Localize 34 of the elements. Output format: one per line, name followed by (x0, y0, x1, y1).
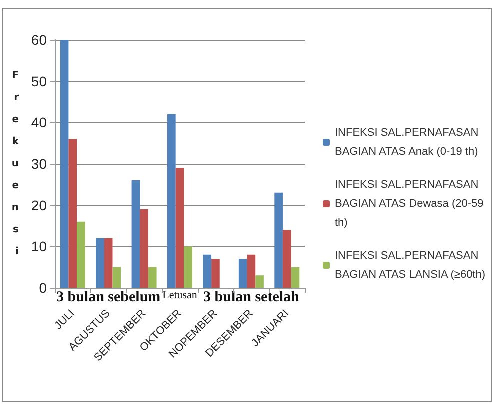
bar (168, 114, 176, 288)
text: 3 bulan setelah (204, 290, 300, 306)
bar (176, 168, 184, 288)
legend-label: INFEKSI SAL.PERNAFASAN BAGIAN ATAS LANSIA (≥60th) (335, 250, 486, 281)
y-tick-label: 50 (31, 73, 48, 90)
bar (68, 139, 78, 288)
text: 3 bulan sebelum (56, 290, 162, 306)
bar (256, 276, 264, 288)
text: Letusan (162, 290, 198, 302)
bar (112, 267, 122, 288)
text: Frekuensi (12, 70, 19, 258)
y-tick-label: 60 (31, 32, 48, 48)
bar (140, 209, 148, 288)
legend-label: INFEKSI SAL.PERNAFASAN BAGIAN ATAS Anak (0-19 th) (335, 127, 482, 158)
bar (132, 180, 140, 288)
bar (238, 259, 248, 288)
bar (184, 246, 192, 288)
bar (291, 267, 300, 288)
bar (96, 238, 104, 288)
bar (274, 192, 283, 288)
bar (212, 259, 220, 288)
bar (247, 254, 256, 288)
legend-label: INFEKSI SAL.PERNAFASAN BAGIAN ATAS Dewasa (20-59 th) (335, 179, 487, 229)
bar (77, 222, 86, 288)
y-tick-label: 0 (39, 280, 48, 296)
bar (203, 254, 212, 288)
y-tick-label: 40 (31, 114, 48, 131)
y-tick-label: 10 (31, 238, 48, 255)
y-tick-label: 20 (31, 197, 48, 214)
bar (148, 267, 157, 288)
bar (282, 230, 292, 288)
bar (60, 40, 69, 288)
y-tick-label: 30 (31, 156, 48, 172)
bar (104, 238, 113, 288)
